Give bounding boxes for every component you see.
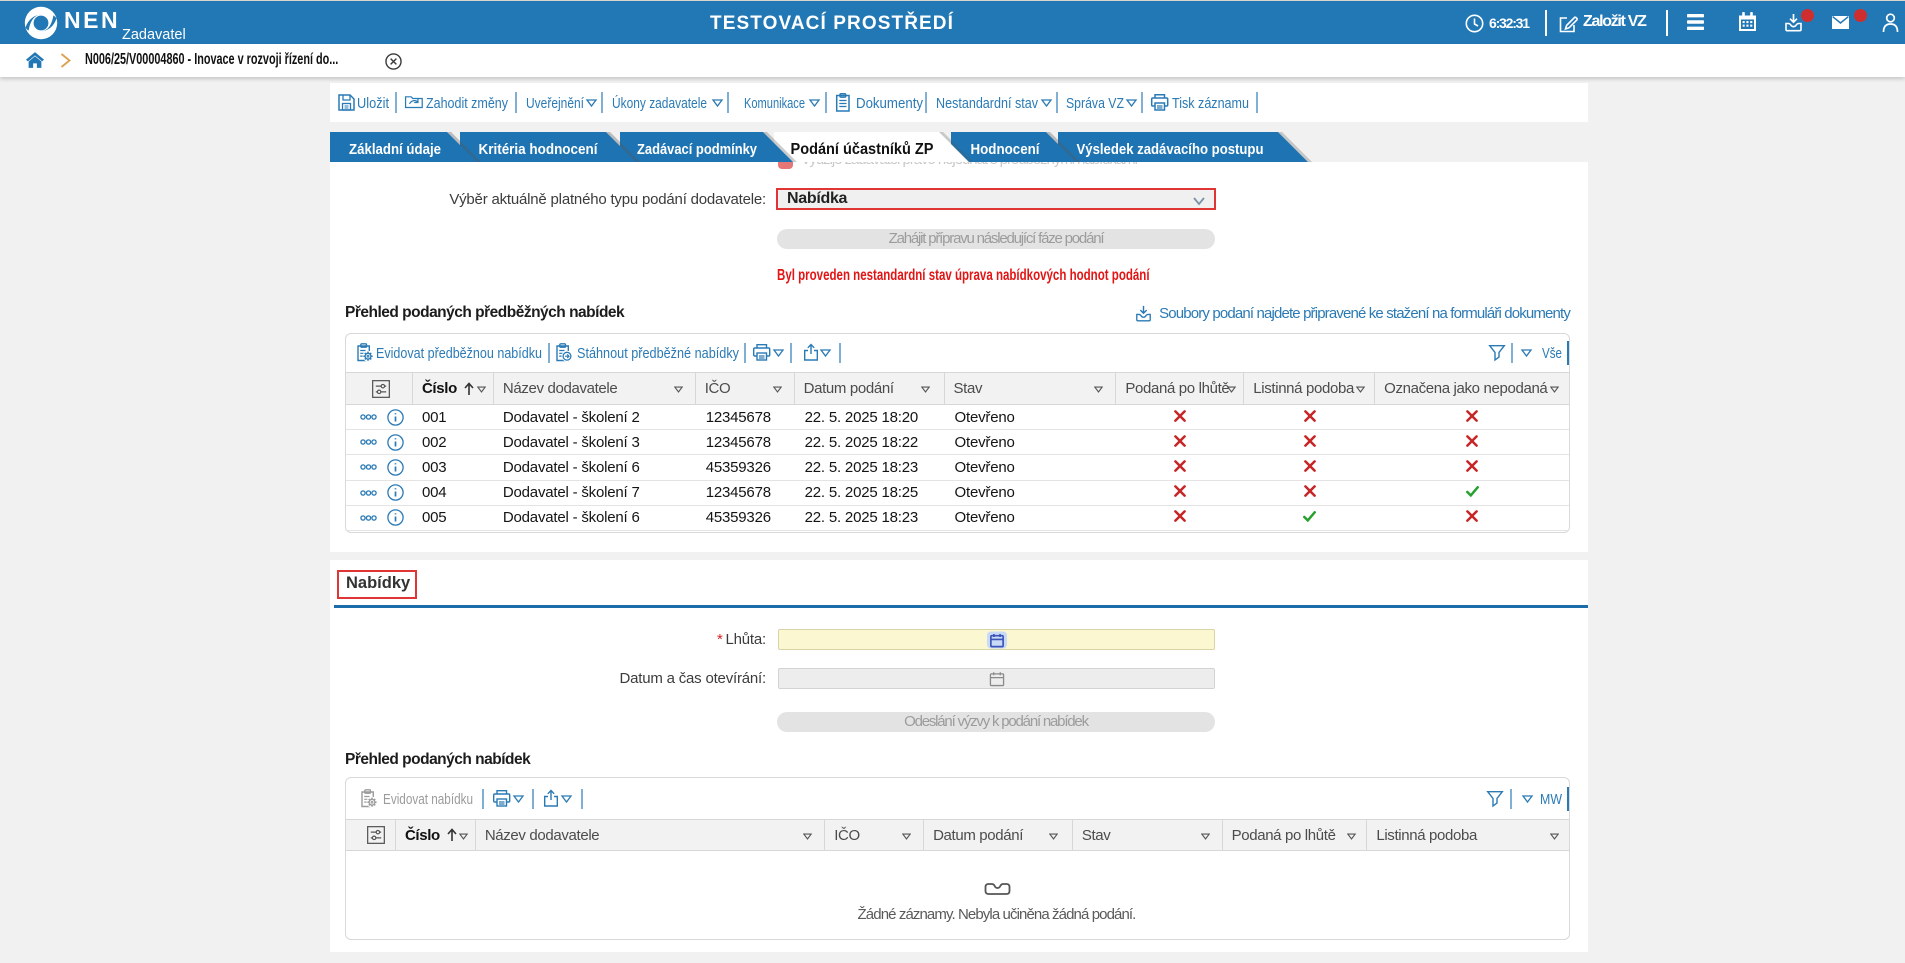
svg-text:Nestandardní stav: Nestandardní stav: [936, 95, 1038, 112]
svg-text:Úkony zadavatele: Úkony zadavatele: [612, 95, 707, 112]
svg-text:Zahodit změny: Zahodit změny: [426, 95, 508, 112]
svg-text:Komunikace: Komunikace: [744, 95, 805, 112]
svg-text:Kritéria hodnocení: Kritéria hodnocení: [479, 141, 599, 158]
svg-text:Uveřejnění: Uveřejnění: [526, 95, 585, 112]
svg-text:Evidovat předběžnou nabídku: Evidovat předběžnou nabídku: [376, 345, 542, 362]
svg-text:Evidovat nabídku: Evidovat nabídku: [383, 791, 473, 808]
svg-text:Zadávací podmínky: Zadávací podmínky: [637, 141, 758, 158]
svg-text:Stáhnout předběžné nabídky: Stáhnout předběžné nabídky: [577, 345, 739, 362]
svg-text:Základní údaje: Základní údaje: [349, 141, 441, 158]
svg-text:Výsledek zadávacího postupu: Výsledek zadávacího postupu: [1077, 141, 1264, 158]
svg-text:Vše: Vše: [1542, 345, 1562, 362]
svg-text:Hodnocení: Hodnocení: [971, 141, 1041, 158]
svg-text:Dokumenty: Dokumenty: [856, 95, 923, 112]
svg-text:MW: MW: [1540, 791, 1563, 808]
svg-text:Uložit: Uložit: [357, 95, 390, 112]
svg-text:Správa VZ: Správa VZ: [1066, 95, 1124, 112]
svg-text:Tisk záznamu: Tisk záznamu: [1172, 95, 1249, 112]
svg-text:Podání účastníků ZP: Podání účastníků ZP: [791, 141, 934, 158]
